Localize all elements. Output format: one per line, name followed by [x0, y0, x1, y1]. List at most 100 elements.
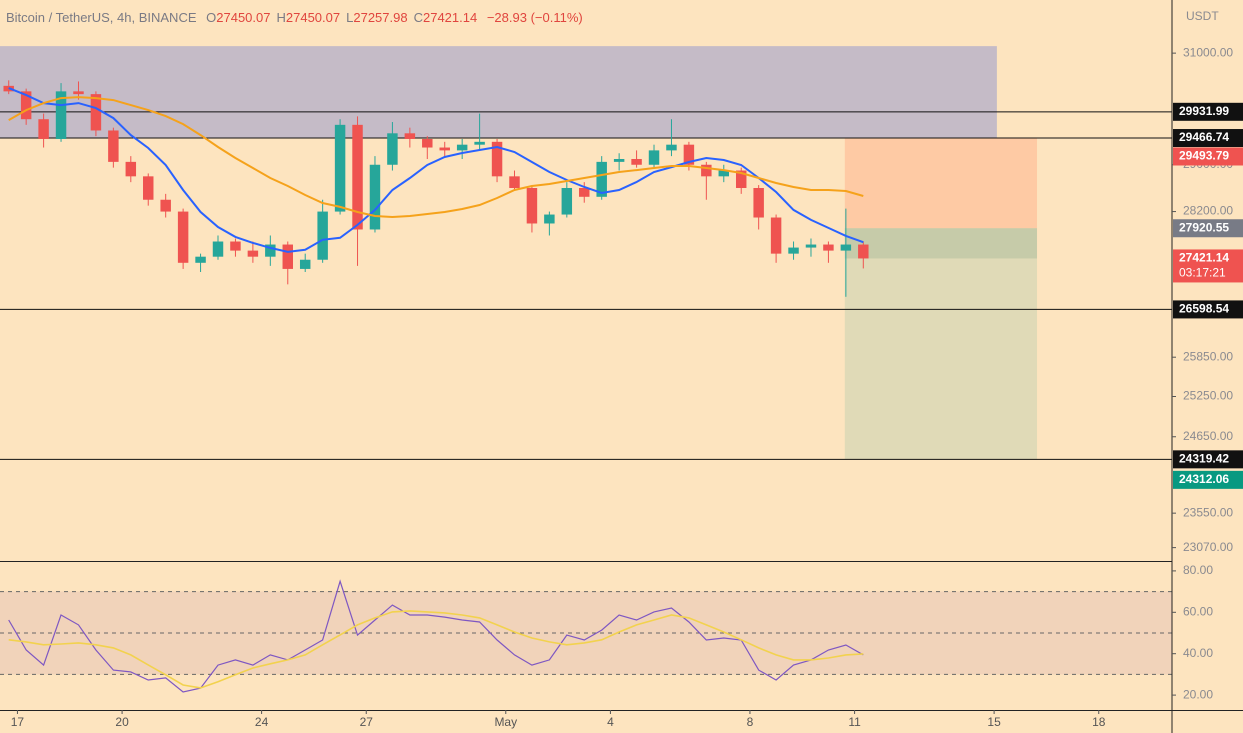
candle-body — [230, 241, 241, 251]
ohlc-value: 27421.14 — [422, 10, 478, 25]
candle-body — [544, 214, 555, 224]
x-tick-label: 11 — [848, 715, 861, 729]
candle-body — [387, 133, 398, 165]
candle-body — [352, 124, 363, 230]
level-label-box — [1173, 102, 1243, 121]
y-tick-label: 40.00 — [1183, 646, 1213, 660]
price-tag: 29493.79 — [1179, 149, 1229, 163]
candle-body — [369, 164, 381, 230]
candle-body — [858, 244, 869, 259]
candle-body — [247, 250, 259, 257]
y-tick-label: 28200.00 — [1183, 204, 1233, 218]
candle-body — [73, 91, 84, 95]
candle-body — [613, 158, 625, 162]
candle-body — [125, 161, 137, 177]
candle-body — [648, 150, 660, 165]
ohlc-value: 27257.98 — [353, 10, 408, 25]
candle-body — [108, 130, 119, 162]
candle-body — [404, 133, 416, 139]
candle-body — [526, 187, 538, 224]
candle-body — [579, 187, 590, 197]
ohlc-key: C — [413, 10, 423, 25]
candle-body — [195, 256, 206, 263]
x-tick-label: 15 — [987, 715, 1001, 729]
candle-body — [317, 211, 328, 260]
candle-body — [823, 244, 834, 251]
y-tick-label: 80.00 — [1183, 563, 1213, 577]
candle-body — [212, 241, 224, 257]
symbol: Bitcoin / TetherUS, 4h, BINANCE — [6, 10, 197, 25]
candle-body — [840, 244, 852, 251]
y-tick-label: 24650.00 — [1183, 429, 1233, 443]
candle-body — [265, 244, 276, 257]
candle-body — [334, 124, 346, 212]
price-tag-box — [1173, 249, 1243, 283]
x-tick-label: 8 — [747, 715, 754, 729]
candle-body — [683, 144, 695, 165]
candle-body — [38, 119, 49, 139]
price-axis-unit: USDT — [1186, 9, 1219, 23]
candle-body — [491, 141, 503, 177]
level-label-box — [1173, 129, 1243, 148]
x-tick-label: 4 — [607, 715, 614, 729]
x-tick-label: 20 — [115, 715, 129, 729]
rsi-line — [8, 579, 864, 693]
y-tick-label: 31000.00 — [1183, 45, 1233, 59]
candle-body — [474, 141, 485, 145]
y-tick-label: 23550.00 — [1183, 505, 1233, 519]
x-tick-label: 17 — [11, 715, 25, 729]
y-tick-label: 25850.00 — [1183, 349, 1233, 363]
level-label-box — [1173, 450, 1243, 469]
candle-body — [160, 199, 171, 212]
y-tick-label: 23070.00 — [1183, 540, 1233, 554]
candle-body — [735, 170, 747, 188]
price-tag-box — [1173, 219, 1243, 238]
y-tick-label: 60.00 — [1183, 604, 1213, 618]
candle-body — [177, 211, 189, 263]
candle-body — [718, 170, 730, 177]
candle-body — [143, 176, 154, 200]
ohlc-value: 27450.07 — [216, 10, 271, 25]
price-tag: 27421.14 — [1179, 251, 1229, 265]
level-label: 24319.42 — [1179, 452, 1229, 466]
y-tick-label: 20.00 — [1183, 687, 1213, 701]
candle-body — [90, 94, 102, 131]
candle-body — [770, 217, 782, 254]
price-tag-box — [1173, 147, 1243, 166]
ohlc-key: O — [206, 10, 217, 25]
candle-body — [422, 138, 433, 148]
ohlc-key: L — [346, 10, 354, 25]
plot-area — [0, 46, 1172, 693]
legend-header: Bitcoin / TetherUS, 4h, BINANCE O27450.0… — [6, 10, 589, 25]
candle-body — [753, 187, 764, 218]
candle-body — [596, 161, 607, 197]
x-tick-label: May — [494, 715, 517, 729]
moving-average — [8, 87, 864, 253]
ohlc-value: 27450.07 — [285, 10, 341, 25]
candle-body — [55, 91, 67, 139]
x-tick-label: 24 — [255, 715, 269, 729]
moving-average — [8, 96, 864, 219]
x-tick-label: 18 — [1092, 715, 1106, 729]
x-tick-label: 27 — [360, 715, 374, 729]
candle-body — [509, 176, 520, 188]
ohlc: O27450.07 H27450.07 L27257.98 C27421.14 — [206, 10, 483, 25]
level-label-box — [1173, 300, 1243, 319]
level-label: 26598.54 — [1179, 302, 1229, 316]
candle-body — [456, 144, 468, 151]
candle-body — [631, 158, 642, 165]
candle-body — [439, 147, 450, 151]
candle-body — [299, 259, 311, 269]
y-tick-label: 25250.00 — [1183, 389, 1233, 403]
target-zone — [844, 228, 1038, 460]
stop-zone — [844, 138, 1038, 229]
open-pnl-zone — [844, 228, 1038, 259]
candle-body — [666, 144, 677, 151]
level-label: 29466.74 — [1179, 130, 1229, 144]
candle-body — [561, 187, 573, 215]
level-label: 29931.99 — [1179, 104, 1229, 118]
price-tag-countdown: 03:17:21 — [1179, 266, 1226, 280]
price-tag: 27920.55 — [1179, 220, 1229, 234]
